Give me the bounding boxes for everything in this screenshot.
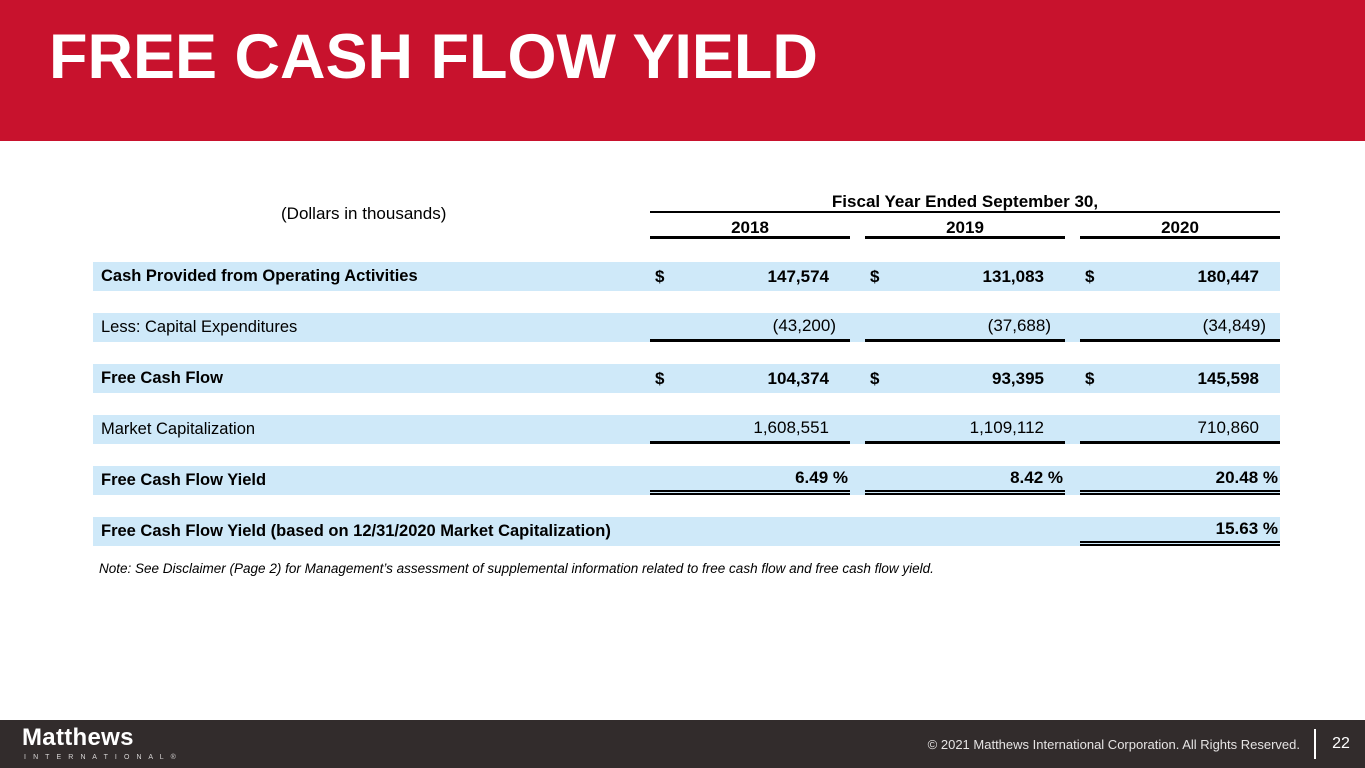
- footer-right-group: © 2021 Matthews International Corporatio…: [928, 720, 1352, 768]
- page-number: 22: [1332, 735, 1350, 752]
- cell-2018: (43,200): [650, 313, 850, 342]
- table-row-capital-expenditures: Less: Capital Expenditures (43,200) (37,…: [93, 313, 1280, 342]
- currency-symbol: $: [1085, 368, 1095, 388]
- cell-value: 20.48 %: [1215, 468, 1278, 487]
- table-row-market-capitalization: Market Capitalization 1,608,551 1,109,11…: [93, 415, 1280, 444]
- cell-value: 1,109,112: [969, 418, 1044, 437]
- currency-symbol: $: [1085, 266, 1095, 286]
- cell-2020: $ 145,598: [1080, 364, 1280, 393]
- disclaimer-note: Note: See Disclaimer (Page 2) for Manage…: [99, 561, 934, 576]
- cell-2018: 6.49 %: [650, 466, 850, 495]
- row-label: Free Cash Flow: [101, 369, 223, 387]
- logo-wordmark: Matthews: [22, 724, 134, 751]
- cell-value: 180,447: [1197, 266, 1259, 286]
- column-underline-2018: [650, 236, 850, 239]
- column-header-2018: 2018: [731, 218, 769, 237]
- cell-2019: $ 93,395: [865, 364, 1065, 393]
- cell-2019: 8.42 %: [865, 466, 1065, 495]
- cell-2018: 1,608,551: [650, 415, 850, 444]
- row-label: Free Cash Flow Yield (based on 12/31/202…: [101, 522, 611, 540]
- row-label: Less: Capital Expenditures: [101, 318, 298, 336]
- matthews-logo: Matthews I N T E R N A T I O N A L ®: [22, 724, 179, 762]
- cell-value: 6.49 %: [795, 468, 848, 487]
- cell-value: (37,688): [987, 316, 1051, 335]
- page-number-divider: [1314, 729, 1316, 759]
- column-header-2019: 2019: [946, 218, 984, 237]
- currency-symbol: $: [655, 266, 665, 286]
- cell-value: 145,598: [1197, 368, 1259, 388]
- column-underline-2019: [865, 236, 1065, 239]
- cell-2020: (34,849): [1080, 313, 1280, 342]
- cell-value: 15.63 %: [1215, 519, 1278, 538]
- cell-value: 147,574: [767, 266, 829, 286]
- slide-title: FREE CASH FLOW YIELD: [49, 22, 818, 92]
- logo-subtitle: I N T E R N A T I O N A L ®: [24, 754, 179, 761]
- cell-2018: $ 104,374: [650, 364, 850, 393]
- cell-2018: [650, 517, 850, 546]
- cell-2018: $ 147,574: [650, 262, 850, 291]
- cell-value: 8.42 %: [1010, 468, 1063, 487]
- cell-value: (34,849): [1202, 316, 1266, 335]
- row-label: Market Capitalization: [101, 420, 256, 438]
- cell-2020: 20.48 %: [1080, 466, 1280, 495]
- row-label: Cash Provided from Operating Activities: [101, 267, 418, 285]
- title-banner: FREE CASH FLOW YIELD: [0, 0, 1365, 141]
- cell-2019: (37,688): [865, 313, 1065, 342]
- cell-value: 710,860: [1197, 418, 1259, 437]
- column-underline-2020: [1080, 236, 1280, 239]
- currency-symbol: $: [870, 368, 880, 388]
- cell-value: (43,200): [772, 316, 836, 335]
- row-label: Free Cash Flow Yield: [101, 471, 267, 489]
- cell-value: 1,608,551: [753, 418, 829, 437]
- units-note: (Dollars in thousands): [281, 204, 447, 223]
- cell-2020: 710,860: [1080, 415, 1280, 444]
- table-row-fcf-yield-12-31-2020: Free Cash Flow Yield (based on 12/31/202…: [93, 517, 1280, 546]
- currency-symbol: $: [870, 266, 880, 286]
- footer-bar: Matthews I N T E R N A T I O N A L ® © 2…: [0, 720, 1365, 768]
- cell-value: 93,395: [992, 368, 1044, 388]
- cell-2020: $ 180,447: [1080, 262, 1280, 291]
- cell-2019: 1,109,112: [865, 415, 1065, 444]
- cell-2019: $ 131,083: [865, 262, 1065, 291]
- cell-2020: 15.63 %: [1080, 517, 1280, 546]
- copyright-text: © 2021 Matthews International Corporatio…: [927, 736, 1300, 752]
- table-row-fcf-yield: Free Cash Flow Yield 6.49 % 8.42 % 20.48…: [93, 466, 1280, 495]
- group-header-underline: [650, 211, 1280, 213]
- fiscal-year-group-header: Fiscal Year Ended September 30,: [831, 192, 1099, 211]
- table-row-free-cash-flow: Free Cash Flow $ 104,374 $ 93,395 $ 145,…: [93, 364, 1280, 393]
- cell-2019: [865, 517, 1065, 546]
- cell-value: 104,374: [767, 368, 829, 388]
- column-header-2020: 2020: [1161, 218, 1199, 237]
- table-row-operating-cash: Cash Provided from Operating Activities …: [93, 262, 1280, 291]
- cell-value: 131,083: [982, 266, 1044, 286]
- currency-symbol: $: [655, 368, 665, 388]
